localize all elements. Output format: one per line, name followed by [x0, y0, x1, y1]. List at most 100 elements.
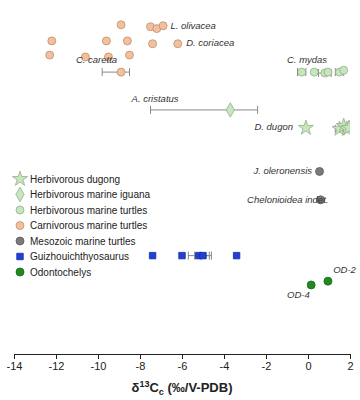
error-bar-cap	[129, 68, 130, 76]
error-bar	[188, 252, 209, 260]
legend-symbol	[17, 253, 23, 259]
point	[46, 51, 54, 59]
x-tick: -12	[49, 354, 65, 372]
point	[149, 252, 155, 258]
legend-label: Mesozoic marine turtles	[30, 236, 136, 247]
point	[307, 281, 315, 289]
error-bar	[319, 69, 332, 77]
x-tick-mark	[224, 354, 225, 359]
legend-label: Guizhouichthyosaurus	[30, 251, 129, 262]
x-axis: -14 -12 -10 -8 -6 -4 -2 0 2	[7, 354, 354, 372]
x-tick: -2	[262, 354, 272, 372]
x-tick-mark	[266, 354, 267, 359]
point	[159, 22, 167, 30]
series	[46, 21, 182, 76]
point	[298, 120, 313, 134]
legend: Herbivorous dugong Herbivorous marine igu…	[12, 171, 150, 277]
x-tick: -14	[7, 354, 23, 372]
point	[324, 277, 332, 285]
x-tick-label: -4	[220, 360, 230, 372]
x-tick-mark	[56, 354, 57, 359]
point	[126, 51, 134, 59]
annotation: C. mydas	[287, 54, 327, 65]
x-axis-title: δ13Cc (‰/V-PDB)	[132, 379, 233, 397]
x-tick-label: -6	[178, 360, 188, 372]
x-tick-label: 0	[305, 360, 311, 372]
x-axis-line	[15, 355, 351, 360]
legend-label: Herbivorous marine iguana	[30, 189, 151, 200]
point	[200, 252, 206, 258]
point	[149, 40, 157, 48]
point	[179, 252, 185, 258]
error-bar	[151, 106, 258, 114]
legend-label: Carnivorous marine turtles	[30, 220, 147, 231]
x-tick-label: 2	[347, 360, 353, 372]
legend-label: Herbivorous dugong	[30, 174, 120, 185]
x-tick-mark	[308, 354, 309, 359]
point	[117, 68, 125, 76]
annotation: L. olivacea	[170, 20, 215, 31]
x-tick: -4	[220, 354, 230, 372]
legend-symbol	[12, 171, 27, 185]
x-tick-label: -10	[91, 360, 107, 372]
annotation: OD-2	[333, 264, 356, 275]
point	[48, 37, 56, 45]
error-bar-cap	[257, 106, 258, 114]
legend-symbol	[16, 206, 24, 214]
x-tick: 2	[347, 354, 353, 372]
error-bar-cap	[150, 106, 151, 114]
x-tick-mark	[98, 354, 99, 359]
annotation: D. dugon	[254, 121, 293, 132]
legend-symbol	[16, 268, 24, 276]
point	[298, 68, 306, 76]
annotation: J. oleronensis	[252, 165, 312, 176]
legend-symbol	[16, 187, 24, 201]
legend-label: Odontochelys	[30, 267, 91, 278]
x-tick-mark	[14, 354, 15, 359]
error-bar-cap	[102, 68, 103, 76]
x-tick: 0	[305, 354, 311, 372]
x-tick-label: -8	[136, 360, 146, 372]
series	[149, 252, 239, 260]
error-bar-line	[151, 109, 258, 110]
point	[226, 103, 234, 117]
annotation: Chelonioidea indet.	[247, 194, 328, 205]
point	[340, 66, 348, 74]
annotation: A. cristatus	[131, 93, 179, 104]
error-bar	[195, 252, 212, 260]
chart: -14 -12 -10 -8 -6 -4 -2 0 2 δ13Cc (‰/V-PDB) L. oli…	[0, 0, 360, 400]
point	[102, 37, 110, 45]
x-tick-mark	[350, 354, 351, 359]
annotation: OD-4	[287, 289, 310, 300]
x-tick-mark	[140, 354, 141, 359]
x-tick: -6	[178, 354, 188, 372]
series	[151, 103, 258, 117]
x-tick-label: -2	[262, 360, 272, 372]
legend-label: Herbivorous marine turtles	[30, 205, 147, 216]
x-tick-label: -12	[49, 360, 65, 372]
annotation: C. caretta	[76, 54, 117, 65]
annotation: D. coriacea	[186, 37, 234, 48]
error-bar-cap	[211, 252, 212, 260]
error-bar	[102, 68, 129, 76]
point	[233, 252, 239, 258]
series	[307, 277, 332, 289]
x-tick: -8	[136, 354, 146, 372]
series	[298, 66, 348, 77]
x-tick: -10	[91, 354, 107, 372]
point	[117, 21, 125, 29]
x-tick-mark	[182, 354, 183, 359]
legend-symbol	[16, 222, 24, 230]
point	[310, 68, 318, 76]
point	[123, 37, 131, 45]
point	[316, 167, 324, 175]
x-tick-label: -14	[7, 360, 23, 372]
error-bar-cap	[188, 252, 189, 260]
point	[174, 40, 182, 48]
error-bar	[298, 68, 306, 76]
plot-area	[46, 21, 350, 289]
series	[298, 118, 350, 135]
point	[324, 68, 332, 76]
point	[341, 120, 350, 134]
error-bar-cap	[194, 252, 195, 260]
